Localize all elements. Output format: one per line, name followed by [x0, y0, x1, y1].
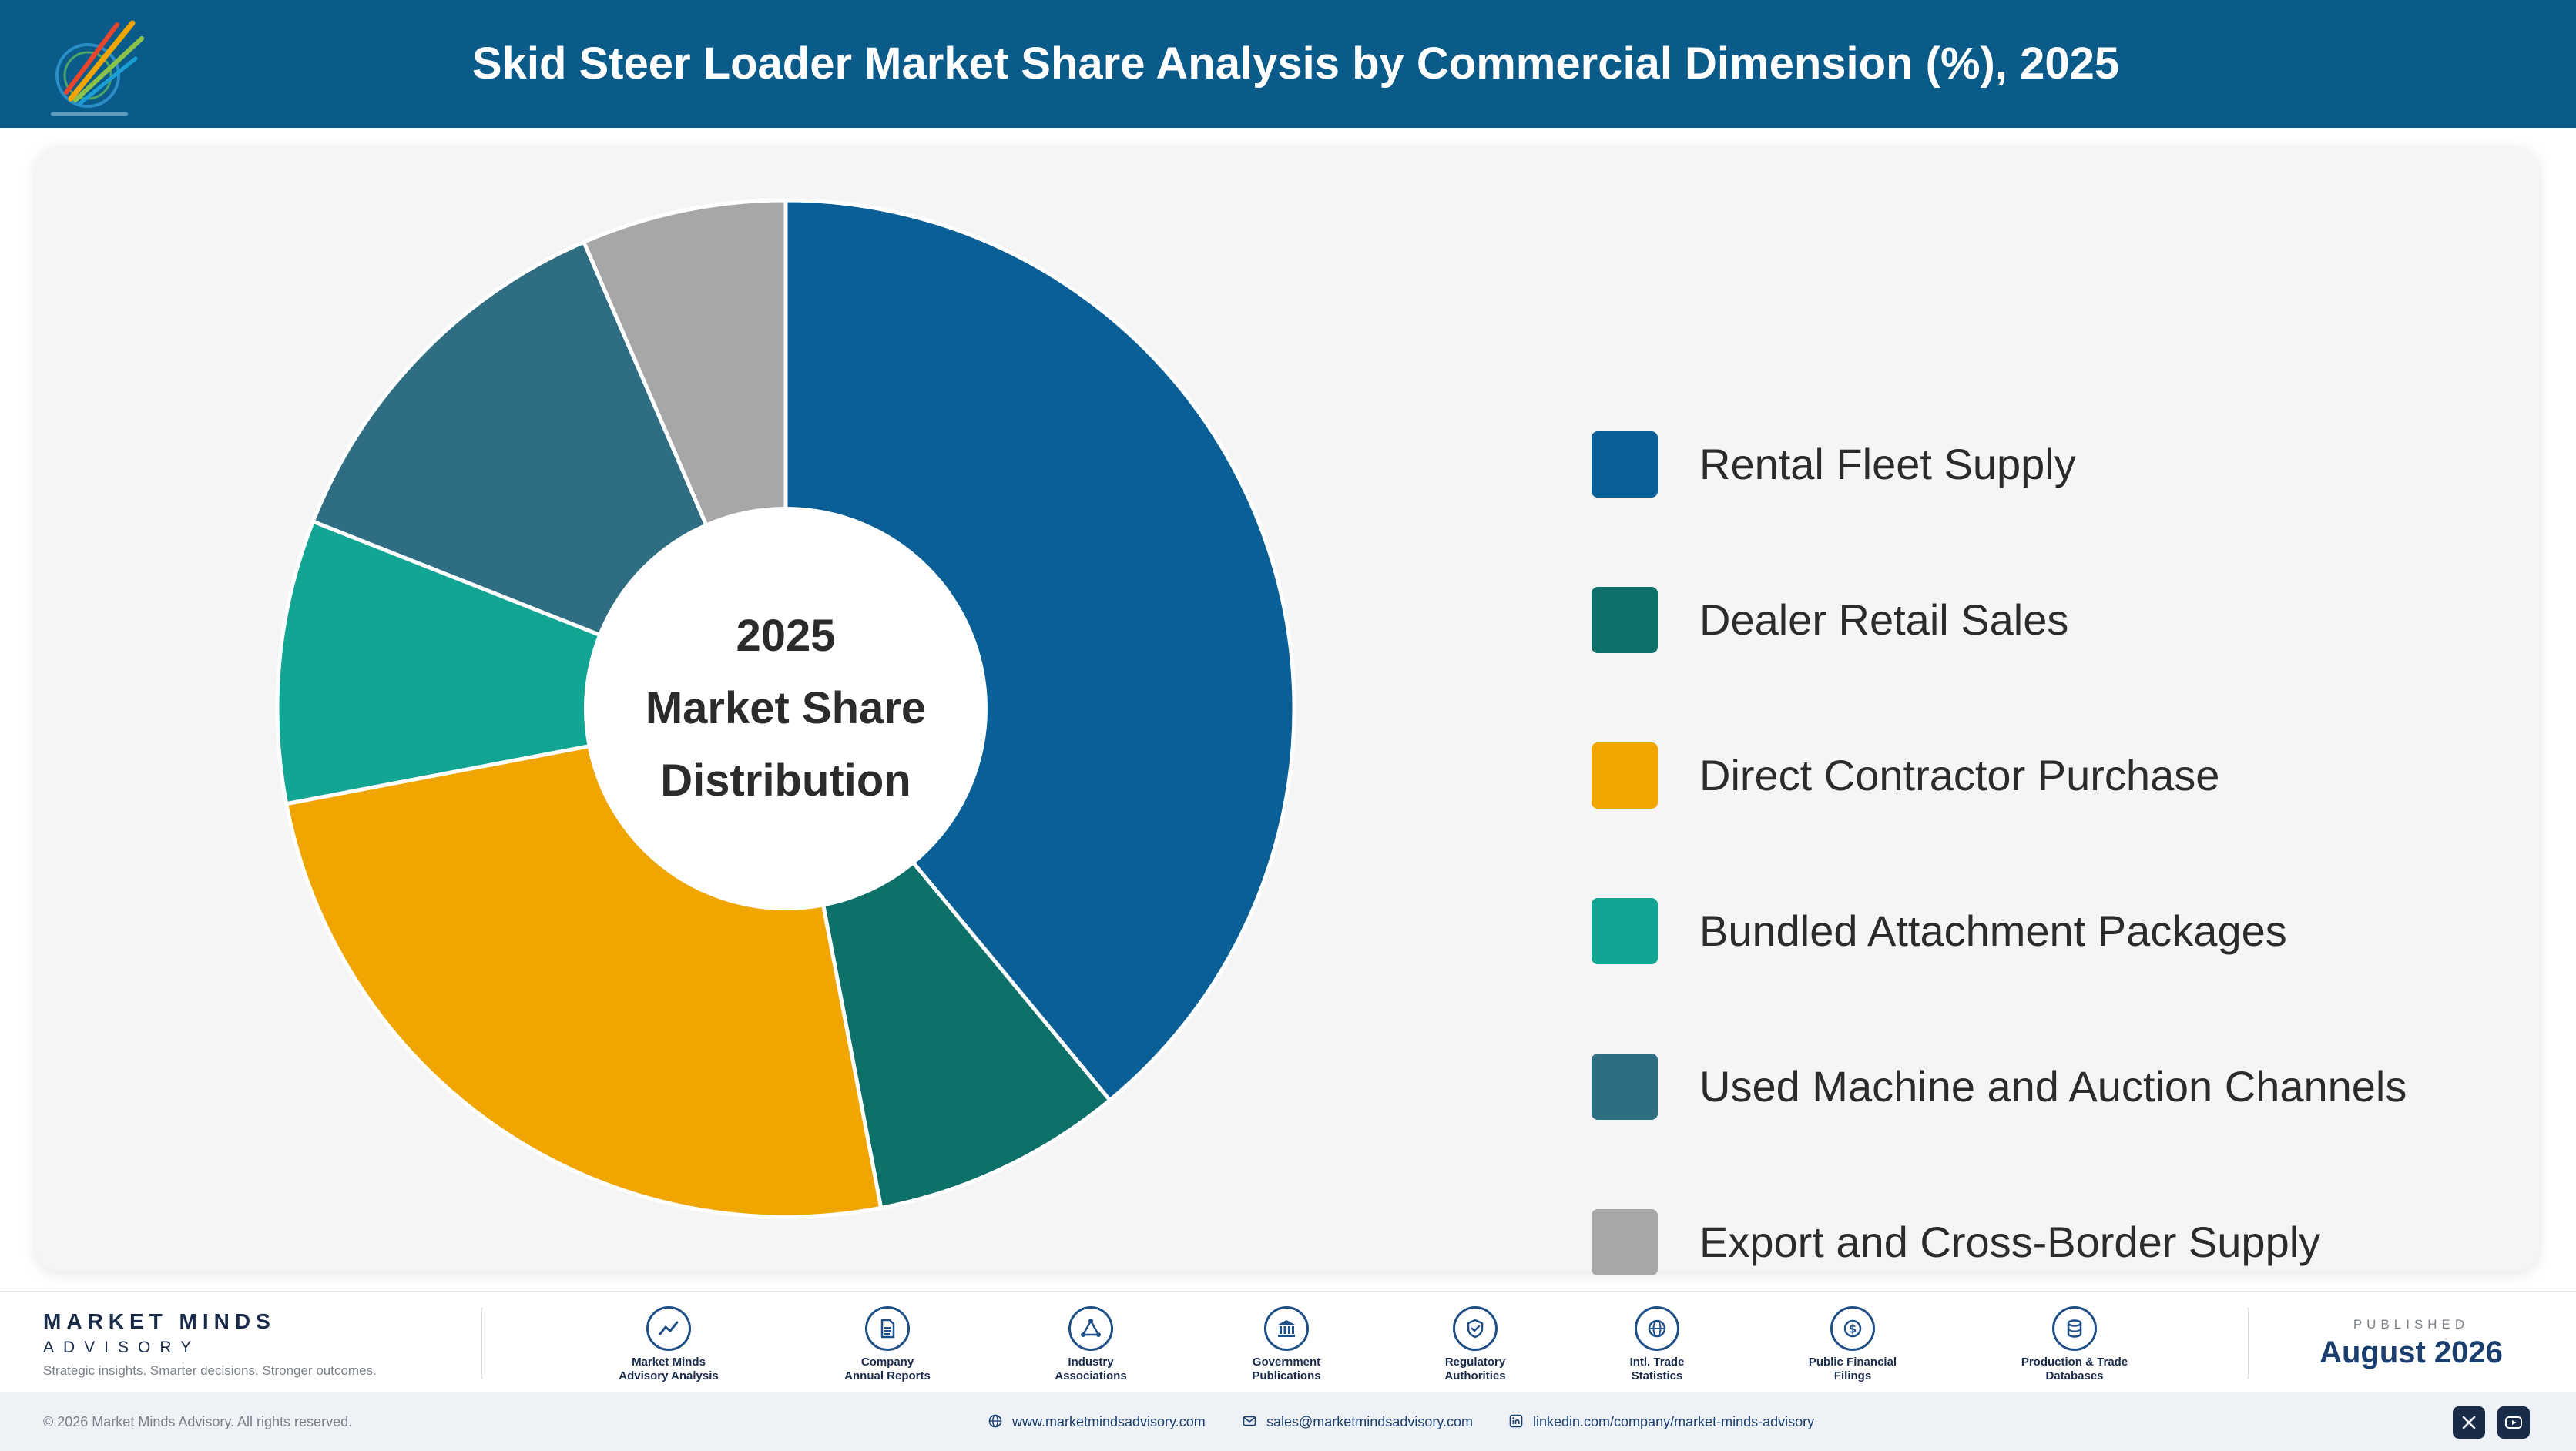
svg-text:$: $	[1849, 1322, 1857, 1336]
source-label-line1: Production & Trade	[2021, 1355, 2128, 1369]
source-label-line1: Government	[1252, 1355, 1321, 1369]
dollar-coin-icon: $	[1830, 1306, 1875, 1351]
database-icon	[2052, 1306, 2097, 1351]
source-label-line1: Public Financial	[1808, 1355, 1897, 1369]
brand-tagline: Strategic insights. Smarter decisions. S…	[43, 1363, 377, 1378]
page-title: Skid Steer Loader Market Share Analysis …	[471, 39, 2120, 89]
source-trade-databases: Production & Trade Databases	[1990, 1306, 2159, 1383]
shield-check-icon	[1453, 1306, 1498, 1351]
linkedin-text: linkedin.com/company/market-minds-adviso…	[1533, 1414, 1815, 1429]
linkedin-link[interactable]: linkedin.com/company/market-minds-adviso…	[1508, 1392, 1814, 1451]
source-company-reports: Company Annual Reports	[803, 1306, 972, 1383]
source-label-line2: Authorities	[1444, 1369, 1506, 1382]
source-label-line1: Company	[860, 1355, 914, 1369]
legend-item: Rental Fleet Supply	[1592, 431, 2554, 499]
donut-hole	[584, 507, 988, 910]
source-industry-associations: Industry Associations	[1006, 1306, 1176, 1383]
legend-swatch	[1592, 742, 1658, 809]
source-label-line1: Market Minds	[632, 1355, 706, 1369]
company-logo-icon	[51, 20, 144, 116]
header-bar: Skid Steer Loader Market Share Analysis …	[0, 0, 2576, 128]
legend-item: Bundled Attachment Packages	[1592, 898, 2554, 966]
legend-swatch	[1592, 898, 1658, 964]
brand-subtitle: ADVISORY	[43, 1339, 201, 1356]
legend-item: Used Machine and Auction Channels	[1592, 1054, 2554, 1121]
legend-item: Direct Contractor Purchase	[1592, 742, 2554, 810]
email-link[interactable]: sales@marketmindsadvisory.com	[1242, 1392, 1473, 1451]
x-social-button[interactable]	[2453, 1406, 2485, 1439]
footer-bottom-bar: © 2026 Market Minds Advisory. All rights…	[0, 1392, 2576, 1451]
source-label-line1: Industry	[1068, 1355, 1114, 1369]
source-label-line2: Filings	[1833, 1369, 1872, 1382]
globe-icon	[1635, 1306, 1679, 1351]
youtube-social-button[interactable]	[2497, 1406, 2530, 1439]
brand-name: MARKET MINDS	[43, 1309, 276, 1333]
source-label-line2: Associations	[1055, 1369, 1127, 1382]
legend-label: Used Machine and Auction Channels	[1699, 1062, 2407, 1111]
source-government-publications: Government Publications	[1202, 1306, 1371, 1383]
legend-item: Dealer Retail Sales	[1592, 587, 2554, 655]
legend-label: Direct Contractor Purchase	[1699, 751, 2220, 799]
pie-slice-bundled-attachment-packages	[275, 519, 788, 806]
video-play-icon	[2505, 1416, 2522, 1429]
footer-divider	[481, 1308, 482, 1379]
legend-label: Bundled Attachment Packages	[1699, 906, 2287, 955]
pie-slice-rental-fleet-supply	[783, 198, 1296, 1103]
website-link[interactable]: www.marketmindsadvisory.com	[988, 1392, 1206, 1451]
center-text-line3: Distribution	[660, 756, 911, 806]
document-icon	[865, 1306, 910, 1351]
source-label-line2: Annual Reports	[844, 1369, 931, 1382]
center-text-year: 2025	[736, 611, 835, 661]
legend-swatch	[1592, 431, 1658, 498]
network-icon	[1068, 1306, 1113, 1351]
published-label: PUBLISHED	[2353, 1317, 2470, 1332]
government-building-icon	[1264, 1306, 1309, 1351]
source-label-line1: Intl. Trade	[1629, 1355, 1685, 1369]
linkedin-icon	[1509, 1414, 1523, 1428]
mail-icon	[1243, 1416, 1256, 1426]
chart-card: 2025 Market Share Distribution Rental Fl…	[35, 146, 2539, 1275]
source-label-line2: Advisory Analysis	[619, 1369, 719, 1382]
legend-item: Export and Cross-Border Supply	[1592, 1209, 2554, 1277]
source-label-line1: Regulatory	[1444, 1355, 1506, 1369]
trend-chart-icon	[646, 1306, 691, 1351]
copyright-text: © 2026 Market Minds Advisory. All rights…	[43, 1414, 353, 1429]
published-date: August 2026	[2319, 1335, 2503, 1369]
source-label-line2: Statistics	[1631, 1369, 1683, 1382]
legend-swatch	[1592, 1054, 1658, 1120]
footer: MARKET MINDS ADVISORY Strategic insights…	[0, 1291, 2576, 1451]
source-financial-filings: $ Public Financial Filings	[1768, 1306, 1937, 1383]
source-label-line2: Publications	[1252, 1369, 1321, 1382]
email-text: sales@marketmindsadvisory.com	[1266, 1414, 1474, 1429]
x-icon	[2462, 1416, 2476, 1429]
source-trade-statistics: Intl. Trade Statistics	[1572, 1306, 1742, 1383]
source-market-minds: Market Minds Advisory Analysis	[584, 1306, 753, 1383]
legend-label: Dealer Retail Sales	[1699, 595, 2069, 644]
source-regulatory-authorities: Regulatory Authorities	[1390, 1306, 1560, 1383]
legend-label: Rental Fleet Supply	[1699, 440, 2076, 488]
footer-divider	[2248, 1308, 2249, 1379]
center-text-line2: Market Share	[646, 683, 926, 733]
website-text: www.marketmindsadvisory.com	[1012, 1414, 1206, 1429]
donut-chart: 2025 Market Share Distribution	[275, 198, 1296, 1219]
legend-label: Export and Cross-Border Supply	[1699, 1218, 2321, 1266]
legend-swatch	[1592, 587, 1658, 653]
source-label-line2: Databases	[2045, 1369, 2104, 1382]
globe-icon	[988, 1414, 1002, 1428]
legend-swatch	[1592, 1209, 1658, 1275]
